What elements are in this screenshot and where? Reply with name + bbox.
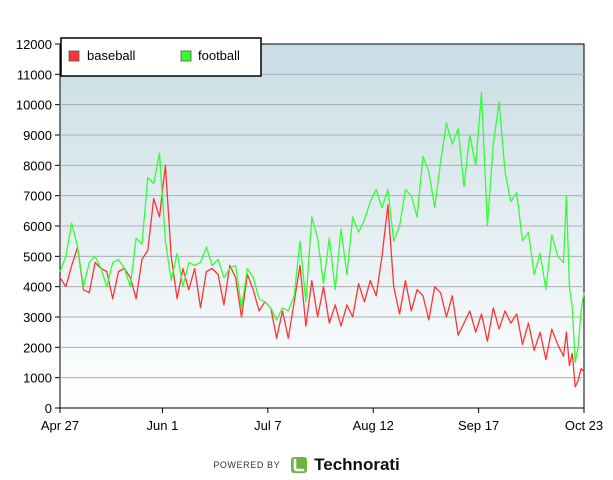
x-tick-label: Jul 7 (254, 418, 281, 433)
gridlines (60, 73, 584, 379)
legend-label-baseball: baseball (87, 48, 136, 63)
legend-box (60, 37, 262, 77)
y-tick-label: 2000 (23, 340, 52, 355)
legend-swatch-football (180, 50, 192, 62)
x-tick-label: Jun 1 (147, 418, 179, 433)
y-tick-label: 1000 (23, 371, 52, 386)
powered-by-footer: POWERED BY Technorati (0, 455, 613, 480)
y-tick-label: 9000 (23, 128, 52, 143)
x-axis: Apr 27 Jun 1 Jul 7 Aug 12 Sep 17 Oct 23 (41, 408, 603, 433)
y-tick-label: 7000 (23, 189, 52, 204)
y-tick-label: 12000 (16, 37, 52, 52)
powered-by-label: POWERED BY (213, 460, 281, 470)
technorati-logo-icon (290, 457, 307, 473)
y-tick-label: 5000 (23, 249, 52, 264)
y-tick-label: 0 (45, 401, 52, 416)
y-axis: 0 1000 2000 3000 4000 5000 6000 7000 8000 9000 100… (16, 37, 60, 416)
technorati-brand: Technorati (314, 455, 400, 474)
y-tick-label: 10000 (16, 98, 52, 113)
series-line-baseball (59, 164, 585, 388)
line-chart: 0 1000 2000 3000 4000 5000 6000 7000 8000 9000 100… (16, 37, 603, 433)
y-tick-label: 8000 (23, 158, 52, 173)
y-tick-label: 11000 (17, 67, 52, 82)
y-tick-label: 6000 (23, 219, 52, 234)
series-line-football (59, 91, 585, 364)
legend-swatch-baseball (68, 50, 80, 62)
x-tick-label: Apr 27 (41, 418, 79, 433)
x-tick-label: Oct 23 (565, 418, 603, 433)
legend-label-football: football (198, 48, 240, 63)
series-lines (59, 91, 585, 388)
x-tick-label: Sep 17 (458, 418, 499, 433)
legend: baseball football (60, 37, 262, 77)
x-tick-label: Aug 12 (353, 418, 394, 433)
y-tick-label: 4000 (23, 280, 52, 295)
y-tick-label: 3000 (23, 310, 52, 325)
